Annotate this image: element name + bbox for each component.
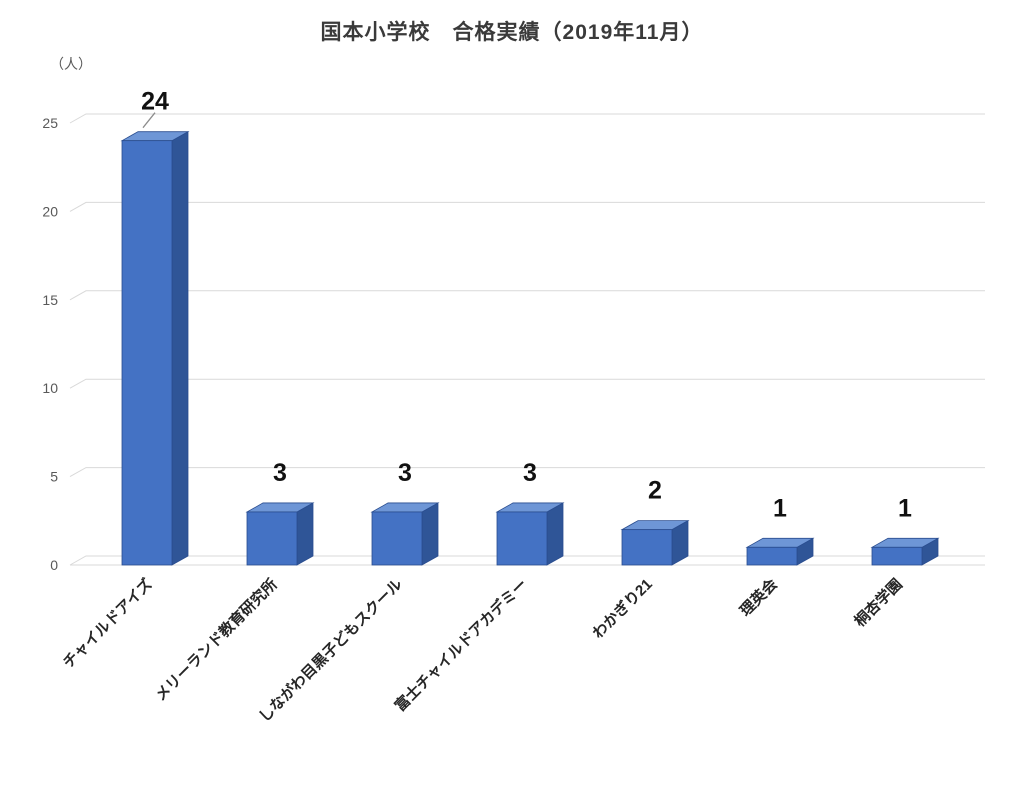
bar-side-face <box>546 502 564 566</box>
bar <box>246 511 298 566</box>
y-axis-tick-label: 15 <box>42 292 58 308</box>
y-axis-tick-label: 0 <box>50 557 58 573</box>
x-axis-category-label: チャイルドアイズ <box>59 575 156 672</box>
x-axis-category-label: しながわ目黒子どもスクール <box>255 575 406 726</box>
bar-value-label: 2 <box>648 477 662 505</box>
y-axis-tick-label: 5 <box>50 469 58 485</box>
gridline <box>69 467 985 478</box>
bar <box>496 511 548 566</box>
bar-value-label: 1 <box>898 494 912 522</box>
y-axis-unit-label: （人） <box>50 56 92 72</box>
y-axis-tick-label: 25 <box>42 115 58 131</box>
bar-value-label: 3 <box>523 459 537 487</box>
x-axis-category-label: メリーランド教育研究所 <box>151 575 280 704</box>
bar <box>746 546 798 566</box>
bar-side-face <box>421 502 439 566</box>
data-label-leader-line <box>142 112 156 129</box>
bar <box>621 529 673 566</box>
bar <box>371 511 423 566</box>
x-axis-category-label: 富士チャイルドアカデミー <box>391 575 531 715</box>
x-axis-category-label: 理英会 <box>736 575 781 620</box>
gridline <box>69 113 985 124</box>
y-axis-tick-label: 20 <box>42 203 58 219</box>
bar-value-label: 3 <box>273 459 287 487</box>
gridline <box>69 378 985 389</box>
bar-value-label: 1 <box>773 494 787 522</box>
bar <box>121 140 173 566</box>
bar-side-face <box>171 130 189 566</box>
y-axis-tick-label: 10 <box>42 380 58 396</box>
x-axis-category-label: 桐杏学園 <box>851 575 906 630</box>
gridline <box>69 290 985 301</box>
chart-title: 国本小学校 合格実績（2019年11月） <box>320 21 704 44</box>
gridline <box>69 201 985 212</box>
x-axis-category-label: わかぎり21 <box>589 575 656 642</box>
bar <box>871 546 923 566</box>
bar-side-face <box>296 502 314 566</box>
bar-value-label: 3 <box>398 459 412 487</box>
bar-value-label: 24 <box>141 88 169 116</box>
